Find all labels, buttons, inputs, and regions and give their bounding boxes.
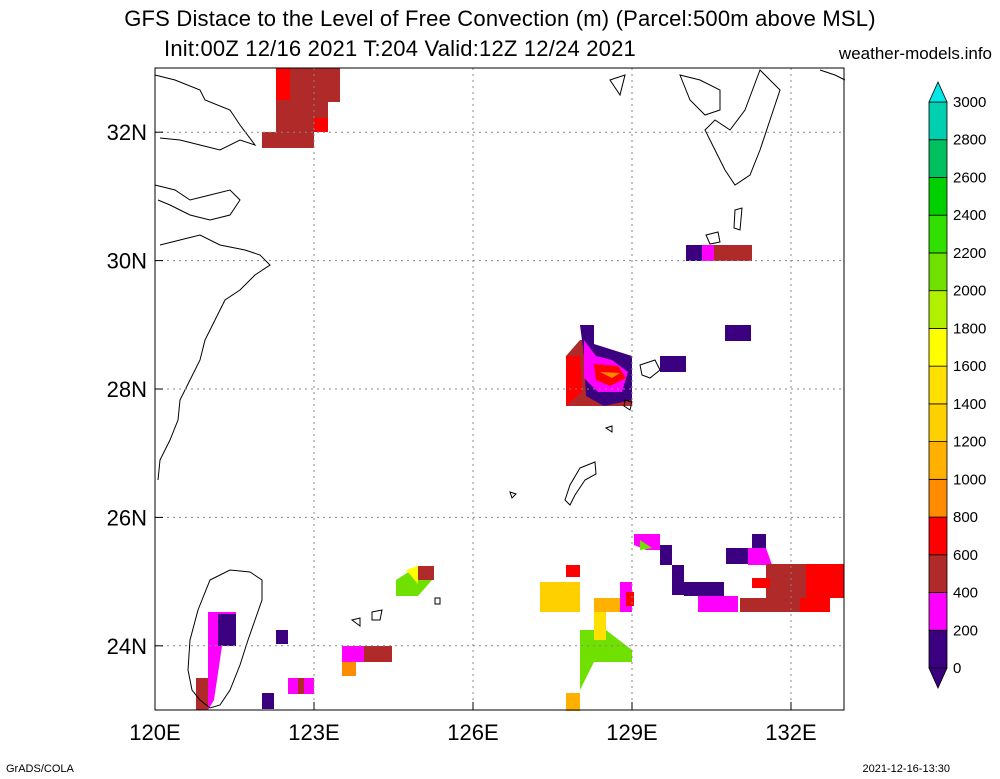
colorbar-min-arrow [928,667,948,689]
colorbar-label: 200 [953,622,978,639]
coastlines [154,69,846,709]
colorbar-segment [928,327,948,367]
colorbar-segment [928,441,948,480]
lon-tick-label: 126E [447,720,498,745]
lat-tick-label: 28N [107,377,147,402]
lat-tick-label: 24N [107,634,147,659]
colorbar-label: 2000 [953,283,986,300]
lat-tick-label: 32N [107,120,147,145]
colorbar-segment [928,252,948,292]
map-grid [155,68,844,710]
axis-ticks: 120E 123E 126E 129E 132E 24N 26N 28N 30N 32N [107,120,817,745]
colorbar-label: 3000 [953,94,986,111]
software-label: GrADS/COLA [6,763,74,775]
colorbar-segment [928,629,948,669]
chart-subtitle: Init:00Z 12/16 2021 T:204 Valid:12Z 12/2… [164,36,636,61]
lfc-field [196,68,844,711]
lat-tick-label: 26N [107,505,147,530]
colorbar-segment [928,290,948,329]
colorbar-segment [928,592,948,631]
colorbar-segment [928,214,948,254]
lat-tick-label: 30N [107,249,147,274]
colorbar-label: 1000 [953,471,986,488]
colorbar-max-arrow [928,81,948,103]
colorbar-label: 1800 [953,320,986,337]
source-label: weather-models.info [838,44,992,63]
colorbar-label: 1400 [953,396,986,413]
lon-tick-label: 120E [129,720,180,745]
colorbar-label: 2800 [953,132,986,149]
colorbar-segment [928,403,948,443]
colorbar-label: 800 [953,509,978,526]
colorbar-label: 2600 [953,169,986,186]
lon-tick-label: 129E [606,720,657,745]
timestamp-label: 2021-12-16-13:30 [862,763,950,775]
colorbar-label: 1200 [953,434,986,451]
colorbar-segment [928,139,948,178]
lon-tick-label: 123E [288,720,339,745]
colorbar-label: 0 [953,660,961,677]
colorbar-segment [928,365,948,405]
colorbar-segment [928,177,948,216]
colorbar-label: 600 [953,547,978,564]
colorbar-label: 400 [953,585,978,602]
colorbar-label: 2200 [953,245,986,262]
colorbar-segment [928,554,948,593]
colorbar-segment [928,478,948,518]
colorbar: 0 200 400 600 800 1000 1200 1400 1600 1800 2000 220… [928,81,986,689]
colorbar-label: 2400 [953,207,986,224]
chart-title: GFS Distace to the Level of Free Convect… [124,6,876,31]
colorbar-label: 1600 [953,358,986,375]
colorbar-segment [928,101,948,141]
lon-tick-label: 132E [765,720,816,745]
colorbar-segment [928,516,948,556]
